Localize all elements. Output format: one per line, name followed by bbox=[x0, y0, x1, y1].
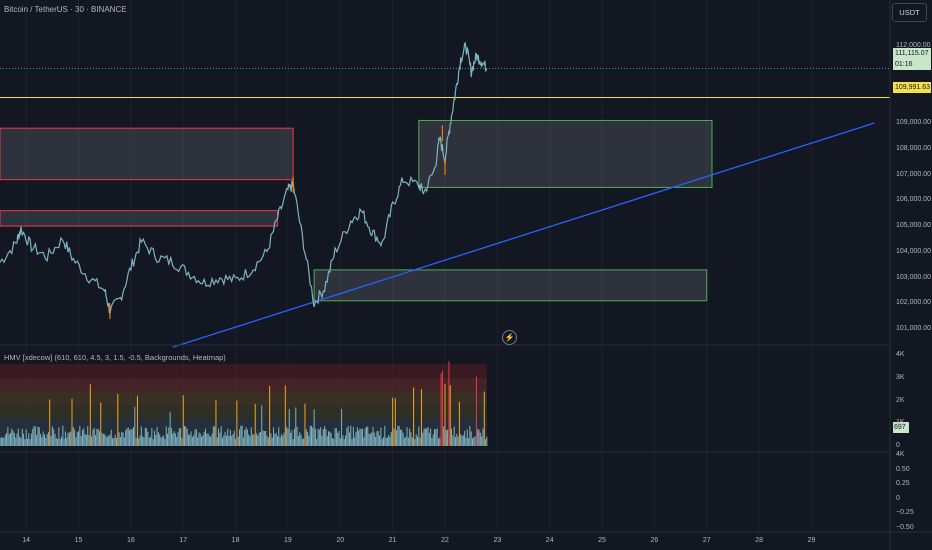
time-tick-label: 23 bbox=[493, 537, 502, 544]
supply-demand-zone bbox=[0, 210, 278, 227]
indicator-title[interactable]: HMV [xdecow] (610, 610, 4.5, 3, 1.5, -0.… bbox=[4, 353, 226, 362]
price-tick-label: 112,000.00 bbox=[896, 41, 931, 49]
price-tick-label: 101,000.00 bbox=[896, 325, 932, 333]
lower-pane-tick-label: 0 bbox=[896, 494, 900, 502]
price-tick-label: 106,000.00 bbox=[896, 196, 932, 204]
horizontal-line-price-tag: 109,991.63 bbox=[893, 82, 931, 93]
time-tick-label: 22 bbox=[441, 537, 449, 544]
lower-pane-tick-label: −0.25 bbox=[896, 509, 914, 516]
time-tick-label: 27 bbox=[702, 537, 711, 544]
price-tick-label: 105,000.00 bbox=[896, 222, 932, 230]
time-tick-label: 28 bbox=[755, 537, 764, 544]
time-tick-label: 15 bbox=[74, 537, 83, 544]
time-tick-label: 24 bbox=[545, 537, 554, 544]
indicator-tick-label: 4K bbox=[896, 351, 905, 358]
heatmap-band bbox=[0, 391, 487, 406]
price-tick-label: 102,000.00 bbox=[896, 299, 932, 307]
lower-pane-tick-label: −0.50 bbox=[896, 523, 914, 531]
price-tick-label: 104,000.00 bbox=[896, 247, 932, 255]
countdown: 01:16 bbox=[895, 61, 913, 68]
trend-line bbox=[172, 122, 875, 348]
heatmap-band bbox=[0, 364, 487, 378]
supply-demand-zone bbox=[0, 127, 294, 181]
price-tick-label: 103,000.00 bbox=[896, 273, 932, 281]
current-price: 111,115.07 bbox=[895, 50, 929, 57]
time-tick-label: 19 bbox=[284, 537, 292, 544]
supply-demand-zone bbox=[313, 269, 708, 302]
currency-button[interactable]: USDT bbox=[892, 3, 927, 22]
indicator-tick-label: 1K bbox=[896, 419, 905, 427]
heatmap-band bbox=[0, 377, 487, 392]
indicator-tick-label: 2K bbox=[896, 396, 905, 404]
lower-pane-tick-label: 4K bbox=[896, 451, 905, 458]
time-tick-label: 16 bbox=[126, 537, 135, 544]
price-tick-label: 109,000.00 bbox=[896, 119, 932, 127]
time-tick-label: 26 bbox=[650, 537, 659, 544]
time-tick-label: 17 bbox=[179, 537, 188, 544]
time-tick-label: 29 bbox=[807, 537, 816, 544]
price-tick-label: 108,000.00 bbox=[896, 144, 932, 152]
indicator-tick-label: 0 bbox=[896, 442, 900, 449]
indicator-tick-label: 3K bbox=[896, 373, 905, 381]
time-tick-label: 18 bbox=[231, 537, 240, 544]
lower-pane-tick-label: 0.50 bbox=[896, 465, 910, 473]
time-tick-label: 14 bbox=[22, 537, 31, 544]
lightning-icon[interactable]: ⚡ bbox=[502, 330, 517, 345]
current-price-tag: 111,115.07 01:16 bbox=[893, 48, 931, 70]
symbol-title[interactable]: Bitcoin / TetherUS · 30 · BINANCE bbox=[4, 5, 127, 14]
supply-demand-zone bbox=[418, 119, 713, 188]
lower-pane-tick-label: 0.25 bbox=[896, 480, 910, 487]
time-tick-label: 20 bbox=[336, 537, 345, 544]
time-tick-label: 21 bbox=[388, 537, 397, 544]
time-tick-label: 25 bbox=[598, 537, 606, 544]
price-tick-label: 107,000.00 bbox=[896, 170, 932, 178]
heatmap-band bbox=[0, 405, 487, 419]
indicator-value-tag: 697 bbox=[893, 422, 909, 433]
